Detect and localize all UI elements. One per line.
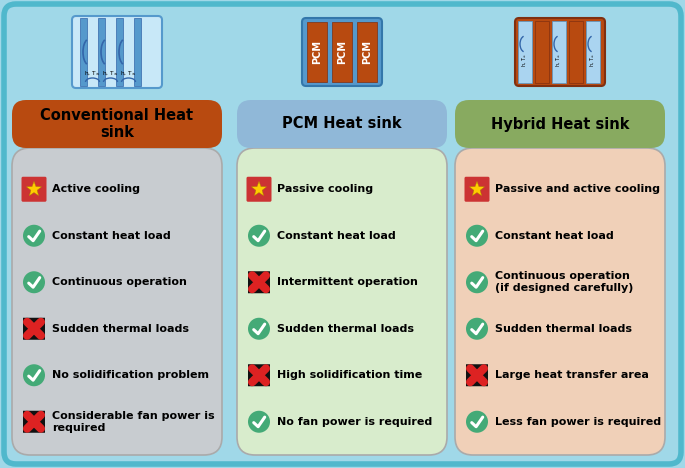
Circle shape: [248, 225, 270, 247]
Text: Sudden thermal loads: Sudden thermal loads: [495, 324, 632, 334]
Circle shape: [466, 318, 488, 340]
Circle shape: [248, 318, 270, 340]
Text: Constant heat load: Constant heat load: [495, 231, 614, 241]
Circle shape: [23, 271, 45, 293]
Text: PCM: PCM: [337, 40, 347, 64]
Circle shape: [466, 411, 488, 433]
Text: No solidification problem: No solidification problem: [52, 370, 209, 380]
Bar: [80, 18, 87, 86]
Text: h, T$_\infty$: h, T$_\infty$: [555, 53, 563, 67]
Text: Constant heat load: Constant heat load: [277, 231, 396, 241]
Text: PCM: PCM: [362, 40, 372, 64]
Text: Sudden thermal loads: Sudden thermal loads: [52, 324, 189, 334]
Polygon shape: [251, 181, 266, 196]
Text: Conventional Heat
sink: Conventional Heat sink: [40, 108, 194, 140]
FancyBboxPatch shape: [466, 364, 488, 386]
Bar: [586, 21, 600, 83]
Text: Hybrid Heat sink: Hybrid Heat sink: [490, 117, 630, 132]
Circle shape: [466, 271, 488, 293]
Text: Active cooling: Active cooling: [52, 184, 140, 194]
FancyBboxPatch shape: [21, 177, 47, 202]
Text: Constant heat load: Constant heat load: [52, 231, 171, 241]
Text: h, T$_\infty$: h, T$_\infty$: [589, 53, 597, 67]
FancyBboxPatch shape: [302, 18, 382, 86]
Circle shape: [23, 364, 45, 386]
FancyBboxPatch shape: [237, 148, 447, 455]
Text: h, T$_\infty$: h, T$_\infty$: [103, 70, 119, 78]
Text: Sudden thermal loads: Sudden thermal loads: [277, 324, 414, 334]
Text: h, T$_\infty$: h, T$_\infty$: [84, 70, 101, 78]
FancyBboxPatch shape: [12, 148, 222, 455]
FancyBboxPatch shape: [515, 18, 605, 86]
Text: h, T$_\infty$: h, T$_\infty$: [521, 53, 530, 67]
Bar: [569, 21, 583, 83]
Text: Considerable fan power is
required: Considerable fan power is required: [52, 411, 214, 432]
FancyBboxPatch shape: [464, 177, 490, 202]
Bar: [552, 21, 566, 83]
Bar: [518, 21, 532, 83]
Text: Less fan power is required: Less fan power is required: [495, 417, 661, 427]
Text: High solidification time: High solidification time: [277, 370, 422, 380]
Bar: [307, 22, 327, 82]
Text: Passive and active cooling: Passive and active cooling: [495, 184, 660, 194]
Bar: [535, 21, 549, 83]
FancyBboxPatch shape: [4, 4, 681, 464]
Text: Intermittent operation: Intermittent operation: [277, 277, 418, 287]
FancyBboxPatch shape: [12, 100, 222, 148]
FancyBboxPatch shape: [72, 16, 162, 88]
FancyBboxPatch shape: [247, 177, 271, 202]
FancyBboxPatch shape: [23, 411, 45, 433]
Bar: [332, 22, 352, 82]
Bar: [357, 22, 377, 82]
Text: h, T$_\infty$: h, T$_\infty$: [121, 70, 136, 78]
FancyBboxPatch shape: [455, 100, 665, 148]
Bar: [134, 18, 141, 86]
Text: PCM Heat sink: PCM Heat sink: [282, 117, 402, 132]
Polygon shape: [469, 181, 484, 196]
Text: No fan power is required: No fan power is required: [277, 417, 432, 427]
Bar: [116, 18, 123, 86]
Text: Continuous operation: Continuous operation: [52, 277, 187, 287]
FancyBboxPatch shape: [237, 100, 447, 148]
Polygon shape: [27, 181, 42, 196]
Bar: [98, 18, 105, 86]
Circle shape: [23, 225, 45, 247]
FancyBboxPatch shape: [248, 364, 270, 386]
FancyBboxPatch shape: [23, 318, 45, 340]
Text: Large heat transfer area: Large heat transfer area: [495, 370, 649, 380]
Text: Passive cooling: Passive cooling: [277, 184, 373, 194]
Circle shape: [466, 225, 488, 247]
Text: Continuous operation
(if designed carefully): Continuous operation (if designed carefu…: [495, 271, 634, 293]
Circle shape: [248, 411, 270, 433]
Text: PCM: PCM: [312, 40, 322, 64]
FancyBboxPatch shape: [455, 148, 665, 455]
FancyBboxPatch shape: [248, 271, 270, 293]
